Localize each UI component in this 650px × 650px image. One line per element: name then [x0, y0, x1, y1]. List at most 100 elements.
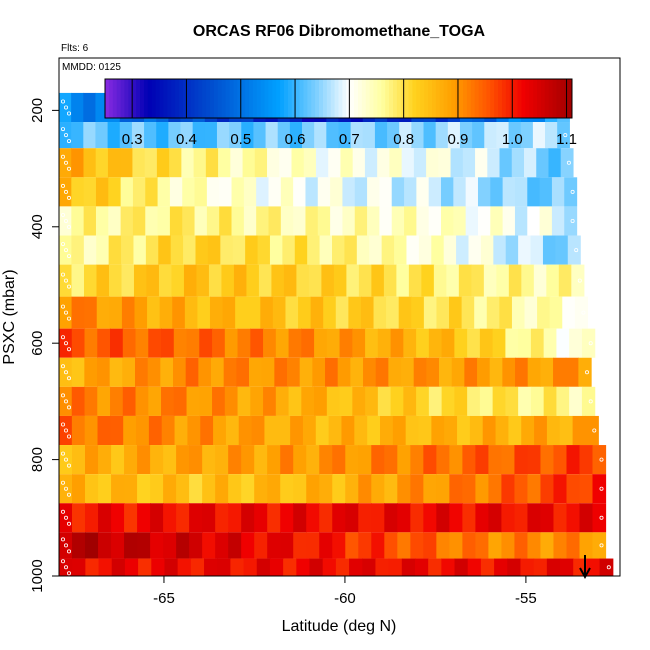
heatmap-cell — [59, 206, 72, 236]
observation-point — [67, 434, 72, 439]
heatmap-cell — [124, 445, 138, 475]
heatmap-cell — [346, 264, 360, 297]
heatmap-cell — [85, 532, 99, 559]
heatmap-cell — [540, 532, 555, 559]
heatmap-cell — [145, 206, 159, 236]
heatmap-cell — [322, 558, 337, 576]
heatmap-cell — [371, 532, 385, 559]
colorbar-segment — [455, 79, 460, 118]
heatmap-cell — [384, 532, 398, 559]
heatmap-cell — [397, 532, 411, 559]
heatmap-cell — [319, 503, 333, 533]
heatmap-cell — [306, 474, 320, 504]
mmdd-label: MMDD: 0125 — [62, 62, 121, 73]
colorbar-segment — [373, 79, 378, 118]
heatmap-cell — [285, 296, 299, 329]
heatmap-cell — [560, 558, 574, 576]
heatmap-cell — [83, 122, 97, 149]
colorbar-segment — [120, 79, 125, 118]
heatmap-cell — [218, 148, 231, 178]
heatmap-cell — [390, 328, 404, 358]
heatmap-cell — [515, 357, 529, 387]
colorbar-segment — [276, 79, 281, 118]
heatmap-cell — [267, 445, 281, 475]
heatmap-cell — [215, 532, 229, 559]
heatmap-cell — [465, 177, 479, 207]
colorbar-segment — [361, 79, 367, 118]
heatmap-cell — [119, 122, 133, 149]
heatmap-cell — [585, 415, 599, 446]
heatmap-cell — [358, 474, 372, 504]
colorbar-segment — [404, 79, 410, 118]
heatmap-cell — [418, 415, 432, 446]
heatmap-cell — [414, 558, 429, 576]
heatmap-cell — [157, 177, 171, 207]
heatmap-cell — [514, 206, 528, 236]
heatmap-cell — [540, 445, 555, 475]
colorbar-segment — [463, 79, 468, 118]
heatmap-cell — [410, 445, 424, 475]
heatmap-cell — [579, 445, 594, 475]
heatmap-cell — [267, 532, 281, 559]
heatmap-cell — [532, 122, 546, 149]
heatmap-cell — [490, 177, 504, 207]
heatmap-cell — [172, 296, 186, 329]
colorbar-segment — [264, 79, 269, 118]
heatmap-cell — [156, 122, 169, 149]
heatmap-cell — [391, 177, 405, 207]
heatmap-cell — [299, 357, 313, 387]
heatmap-cell — [330, 206, 344, 236]
heatmap-cell — [202, 474, 216, 504]
heatmap-cell — [459, 122, 473, 149]
heatmap-cell — [502, 357, 516, 387]
heatmap-cell — [391, 206, 405, 236]
colorbar-segment — [112, 79, 118, 118]
heatmap-cell — [344, 235, 358, 265]
heatmap-cell — [267, 503, 281, 533]
heatmap-cell — [133, 264, 148, 297]
heatmap-cell — [124, 474, 138, 504]
heatmap-cell — [514, 177, 528, 207]
heatmap-cell — [228, 503, 242, 533]
heatmap-cell — [321, 264, 335, 297]
heatmap-cell — [122, 328, 137, 358]
y-tick-label: 800 — [29, 447, 46, 472]
heatmap-cell — [314, 122, 327, 149]
heatmap-cell — [95, 148, 109, 178]
heatmap-cell — [250, 386, 264, 416]
heatmap-cell — [447, 122, 461, 149]
heatmap-cell — [328, 415, 343, 446]
heatmap-cell — [189, 445, 203, 475]
heatmap-cell — [592, 445, 607, 475]
heatmap-cell — [375, 558, 390, 576]
colorbar-segment — [408, 79, 413, 118]
observation-point — [585, 370, 590, 375]
heatmap-cell — [97, 386, 111, 416]
heatmap-cell — [462, 474, 476, 504]
heatmap-cell — [319, 445, 333, 475]
observation-point — [61, 99, 66, 104]
heatmap-cell — [390, 386, 404, 416]
observation-point — [64, 248, 69, 253]
heatmap-cell — [137, 503, 151, 533]
heatmap-cell — [556, 328, 570, 358]
heatmap-cell — [254, 474, 268, 504]
heatmap-cell — [479, 386, 494, 416]
heatmap-cell — [124, 558, 139, 576]
heatmap-cell — [147, 357, 161, 387]
heatmap-cell — [280, 177, 294, 207]
heatmap-cell — [527, 474, 542, 504]
heatmap-cell — [272, 296, 287, 329]
heatmap-cell — [176, 503, 190, 533]
colorbar-segment — [435, 79, 441, 118]
heatmap-cell — [527, 503, 542, 533]
heatmap-cell — [542, 235, 556, 265]
observation-point — [64, 457, 69, 462]
observation-point — [67, 224, 72, 229]
heatmap-cell — [501, 532, 516, 559]
heatmap-cell — [520, 558, 535, 576]
heatmap-cell — [319, 474, 333, 504]
heatmap-cell — [293, 532, 307, 559]
heatmap-cell — [120, 206, 134, 236]
heatmap-cell — [237, 328, 251, 358]
